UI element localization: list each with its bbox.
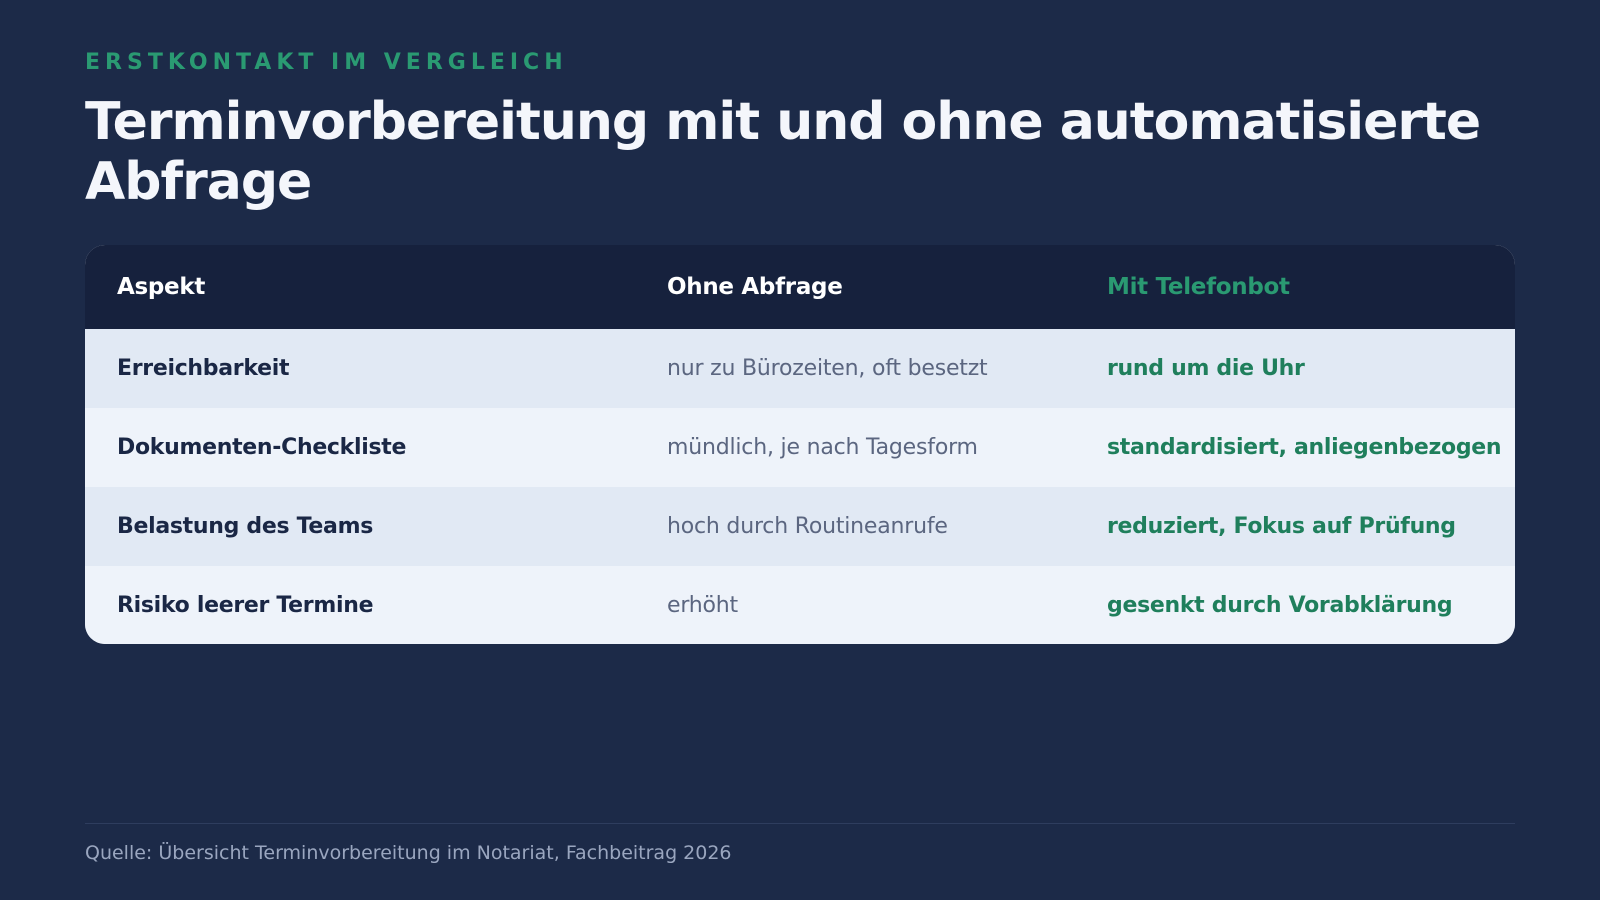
without-cell: nur zu Bürozeiten, oft besetzt (667, 356, 988, 381)
source-note: Quelle: Übersicht Terminvorbereitung im … (85, 842, 732, 864)
column-header-without: Ohne Abfrage (667, 274, 843, 300)
column-header-aspect: Aspekt (117, 274, 206, 300)
table-row: Dokumenten-Checkliste mündlich, je nach … (85, 408, 1515, 487)
column-header-with: Mit Telefonbot (1107, 274, 1290, 300)
aspect-cell: Risiko leerer Termine (117, 593, 374, 618)
without-cell: mündlich, je nach Tagesform (667, 435, 978, 460)
with-cell: standardisiert, anliegenbezogen (1107, 435, 1502, 460)
eyebrow-label: ERSTKONTAKT IM VERGLEICH (85, 50, 568, 75)
table-header-row: Aspekt Ohne Abfrage Mit Telefonbot (85, 245, 1515, 329)
table-row: Belastung des Teams hoch durch Routinean… (85, 487, 1515, 566)
table-row: Risiko leerer Termine erhöht gesenkt dur… (85, 566, 1515, 644)
with-cell: rund um die Uhr (1107, 356, 1305, 381)
without-cell: hoch durch Routineanrufe (667, 514, 948, 539)
aspect-cell: Belastung des Teams (117, 514, 374, 539)
comparison-table: Aspekt Ohne Abfrage Mit Telefonbot Errei… (85, 245, 1515, 644)
page-title: Terminvorbereitung mit und ohne automati… (85, 92, 1481, 212)
with-cell: reduziert, Fokus auf Prüfung (1107, 514, 1456, 539)
without-cell: erhöht (667, 593, 738, 618)
aspect-cell: Erreichbarkeit (117, 356, 290, 381)
table-row: Erreichbarkeit nur zu Bürozeiten, oft be… (85, 329, 1515, 408)
footer-divider (85, 823, 1515, 824)
aspect-cell: Dokumenten-Checkliste (117, 435, 407, 460)
with-cell: gesenkt durch Vorabklärung (1107, 593, 1453, 618)
